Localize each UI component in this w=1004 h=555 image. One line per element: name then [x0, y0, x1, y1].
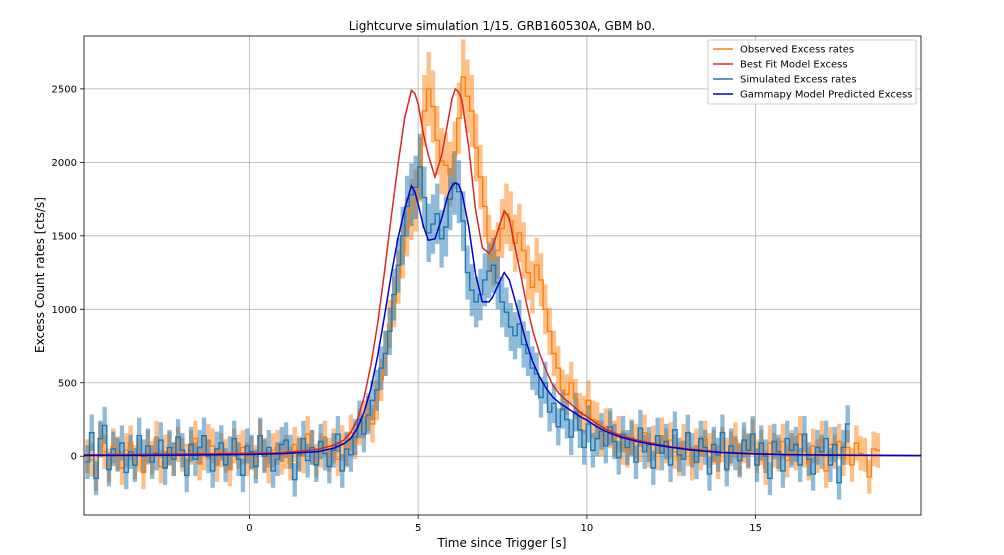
legend-entry: Best Fit Model Excess [740, 60, 848, 71]
y-tick-label: 2000 [52, 158, 77, 169]
legend-entry: Gammapy Model Predicted Excess [740, 90, 912, 101]
chart-title: Lightcurve simulation 1/15. GRB160530A, … [349, 19, 656, 33]
y-tick-label: 1000 [52, 305, 77, 316]
y-tick-label: 0 [71, 452, 77, 463]
series-line-3 [84, 182, 921, 457]
y-tick-label: 2500 [52, 84, 77, 95]
legend-box [707, 39, 917, 105]
x-tick-label: 5 [415, 523, 421, 534]
legend: Observed Excess rates Best Fit Model Exce… [707, 39, 917, 105]
plot-frame [83, 35, 922, 516]
legend-entry: Observed Excess rates [740, 45, 854, 56]
series-lines [84, 76, 921, 484]
y-axis-ticks: 0 500 1000 1500 2000 2500 [52, 84, 84, 463]
series-line-1 [84, 87, 921, 457]
x-tick-label: 10 [581, 523, 594, 534]
x-tick-label: 15 [749, 523, 762, 534]
series-steps-2 [85, 166, 850, 484]
y-tick-label: 1500 [52, 231, 77, 242]
legend-entry: Simulated Excess rates [740, 75, 857, 86]
error-bands [85, 39, 881, 500]
x-axis-label: Time since Trigger [s] [437, 536, 567, 550]
x-axis-ticks: 0 5 10 15 [246, 515, 762, 534]
y-tick-label: 500 [58, 378, 77, 389]
y-axis-label: Excess Count rates [cts/s] [33, 197, 47, 353]
x-tick-label: 0 [246, 523, 252, 534]
